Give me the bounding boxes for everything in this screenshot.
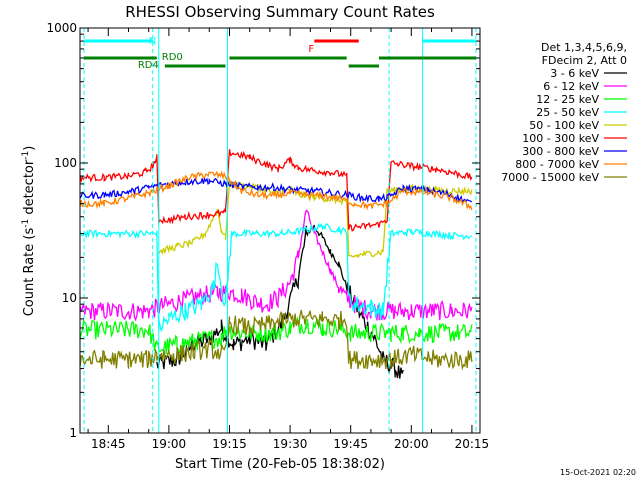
- x-tick-label: 18:45: [91, 437, 126, 451]
- legend-label-7000-15000-kev: 7000 - 15000 keV: [501, 171, 599, 184]
- legend-label-25-50-kev: 25 - 50 keV: [536, 106, 599, 119]
- plot-frame: [79, 27, 481, 434]
- series-300-800-kev: [79, 177, 473, 205]
- x-tick-label: 19:45: [333, 437, 368, 451]
- y-axis-label: Count Rate (s-1 detector-1): [21, 146, 37, 317]
- legend: Det 1,3,4,5,6,9, FDecim 2, Att 0 3 - 6 k…: [501, 41, 627, 184]
- status-label-rd4: RD4: [138, 60, 159, 71]
- series-25-50-kev: [79, 222, 473, 332]
- status-label-n: N: [149, 36, 156, 47]
- markers-layer: [83, 28, 477, 433]
- series-line-100-300-kev: [79, 149, 473, 232]
- y-tick-label-100: 100: [54, 156, 77, 170]
- x-tick-label: 20:00: [394, 437, 429, 451]
- y-axis-label-mid: detector: [22, 159, 37, 219]
- y-axis-label-end: ): [22, 146, 37, 151]
- y-tick-label-1000: 1000: [46, 21, 77, 35]
- x-tick-label: 19:00: [152, 437, 187, 451]
- legend-label-3-6-kev: 3 - 6 keV: [550, 67, 599, 80]
- x-axis: 18:45 19:00 19:15 19:30 19:45 20:00 20:15: [87, 28, 490, 451]
- series-6-12-kev: [79, 209, 473, 322]
- y-tick-label-1: 1: [69, 426, 77, 440]
- legend-label-12-25-kev: 12 - 25 keV: [536, 93, 599, 106]
- series-line-7000-15000-kev: [79, 309, 473, 371]
- y-tick-label-10: 10: [62, 291, 77, 305]
- x-tick-label: 19:15: [212, 437, 247, 451]
- series-layer: [79, 149, 473, 379]
- y-axis: 1 10 100 1000: [46, 21, 480, 440]
- series-800-7000-kev: [79, 170, 473, 211]
- y-axis-label-sup2: -1: [21, 151, 31, 160]
- series-line-6-12-kev: [79, 209, 473, 322]
- chart-title: RHESSI Observing Summary Count Rates: [125, 3, 435, 21]
- legend-header-line1: Det 1,3,4,5,6,9,: [541, 41, 627, 54]
- y-axis-label-main: Count Rate (s: [22, 228, 37, 317]
- status-label-f: F: [308, 44, 314, 55]
- legend-header-line2: FDecim 2, Att 0: [542, 54, 627, 67]
- legend-label-6-12-kev: 6 - 12 keV: [543, 80, 599, 93]
- x-axis-label: Start Time (20-Feb-05 18:38:02): [175, 457, 385, 472]
- x-tick-label: 20:15: [455, 437, 490, 451]
- legend-label-50-100-kev: 50 - 100 keV: [529, 119, 599, 132]
- y-axis-label-sup1: -1: [21, 219, 31, 228]
- series-7000-15000-kev: [79, 309, 473, 371]
- series-line-25-50-kev: [79, 222, 473, 332]
- x-tick-label: 19:30: [273, 437, 308, 451]
- series-100-300-kev: [79, 149, 473, 232]
- legend-label-800-7000-kev: 800 - 7000 keV: [515, 158, 599, 171]
- timestamp: 15-Oct-2021 02:20: [560, 468, 636, 477]
- status-label-rd0: RD0: [162, 52, 183, 63]
- series-line-800-7000-kev: [79, 170, 473, 211]
- series-line-300-800-kev: [79, 177, 473, 205]
- legend-label-300-800-kev: 300 - 800 keV: [522, 145, 599, 158]
- legend-label-100-300-kev: 100 - 300 keV: [522, 132, 599, 145]
